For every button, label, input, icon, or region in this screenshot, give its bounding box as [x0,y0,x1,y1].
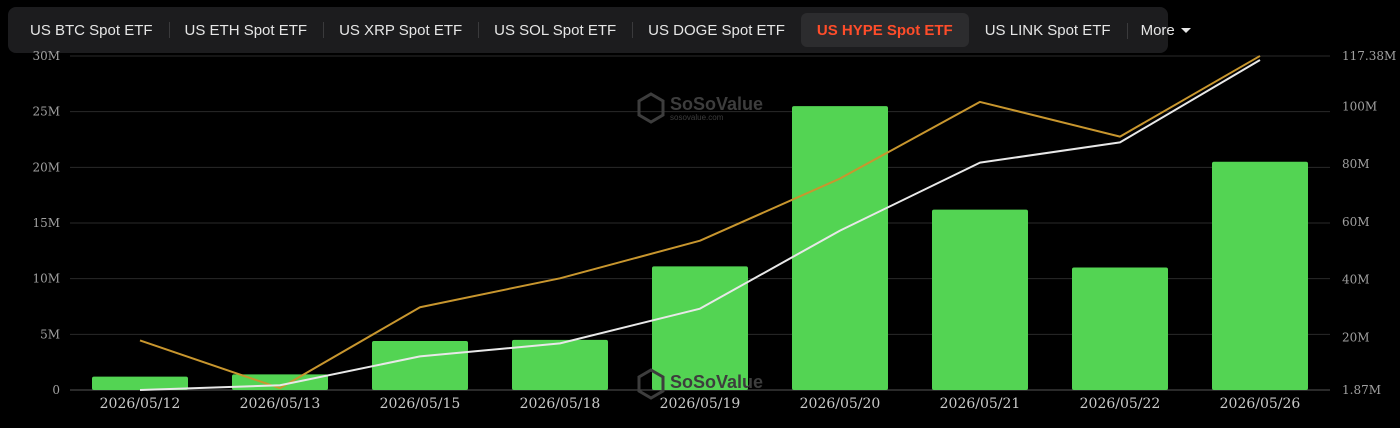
left-tick-label: 15M [32,216,60,230]
right-tick-label: 100M [1342,99,1377,113]
caret-down-icon [1180,27,1191,33]
watermark-url: sosovalue.com [670,113,724,122]
sosovalue-logo-icon [637,92,665,124]
etf-tab-bar: US BTC Spot ETF US ETH Spot ETF US XRP S… [8,7,1191,53]
bar [932,209,1028,390]
right-tick-label: 117.38M [1342,49,1396,63]
more-label: More [1140,21,1175,39]
right-tick-label: 20M [1342,331,1370,345]
series-line-gold [139,55,1261,390]
watermark-name: SoSoValue [670,94,763,114]
x-tick-label: 2026/05/21 [940,396,1021,412]
tab-us-link-spot-etf[interactable]: US LINK Spot ETF [984,21,1111,39]
left-tick-label: 10M [32,272,60,286]
x-tick-label: 2026/05/13 [240,396,321,412]
left-tick-label: 0 [52,383,60,397]
bar [512,339,608,390]
tab-us-hype-spot-etf[interactable]: US HYPE Spot ETF [800,13,969,47]
tab-us-eth-spot-etf[interactable]: US ETH Spot ETF [168,13,324,47]
watermark-top: SoSoValue sosovalue.com [637,92,763,124]
right-tick-label: 60M [1342,215,1370,229]
bar [1212,161,1308,390]
left-tick-label: 30M [32,49,60,63]
bar [372,341,468,390]
right-tick-label: 1.87M [1342,383,1381,397]
tab-us-btc-spot-etf[interactable]: US BTC Spot ETF [30,21,153,39]
bar [792,106,888,390]
right-axis-ticks: 1.87M 20M 40M 60M 80M 100M 117.38M [1342,49,1396,397]
tab-us-sol-spot-etf[interactable]: US SOL Spot ETF [478,13,632,47]
x-tick-label: 2026/05/15 [380,396,461,412]
x-tick-label: 2026/05/18 [520,396,601,412]
line-series [139,55,1261,391]
x-tick-label: 2026/05/20 [800,396,881,412]
left-tick-label: 20M [32,160,60,174]
watermark-name: SoSoValue [670,372,763,392]
x-tick-label: 2026/05/12 [100,396,181,412]
bar-series [92,106,1308,390]
left-tick-label: 25M [32,105,60,119]
x-tick-label: 2026/05/26 [1220,396,1301,412]
left-axis-ticks: 0 5M 10M 15M 20M 25M 30M [32,49,60,397]
x-axis-ticks: 2026/05/12 2026/05/13 2026/05/15 2026/05/18… [100,396,1301,412]
x-tick-label: 2026/05/19 [660,396,741,412]
sosovalue-logo-icon [637,368,665,400]
series-line-white [139,59,1261,391]
watermark-bottom: SoSoValue [637,368,763,400]
bar [652,266,748,390]
more-dropdown-button[interactable]: More [1126,21,1205,39]
left-tick-label: 5M [40,327,60,341]
tab-us-xrp-spot-etf[interactable]: US XRP Spot ETF [323,13,478,47]
bar [92,376,188,390]
bar [1072,267,1168,390]
tab-us-doge-spot-etf[interactable]: US DOGE Spot ETF [632,13,801,47]
right-tick-label: 80M [1342,157,1370,171]
x-tick-label: 2026/05/22 [1080,396,1161,412]
right-tick-label: 40M [1342,273,1370,287]
